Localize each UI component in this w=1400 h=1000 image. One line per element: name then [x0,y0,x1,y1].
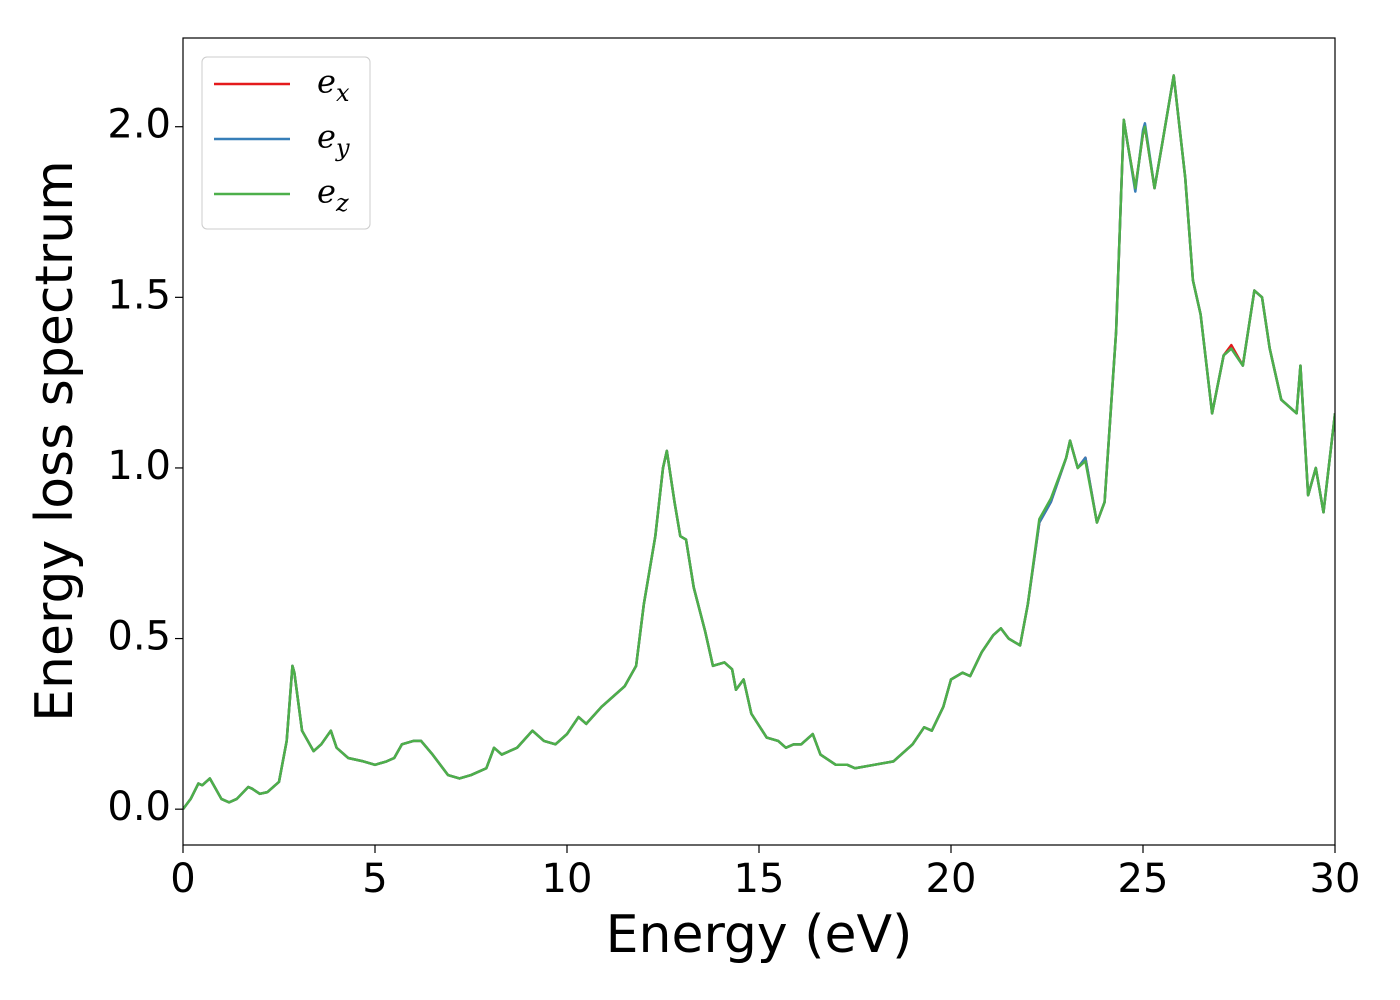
legend-label: ex [317,63,350,107]
line-series [183,74,1335,810]
legend-subscript: y [335,134,350,162]
x-tick-label: 25 [1118,856,1169,902]
x-tick-label: 0 [170,856,195,902]
x-axis-label: Energy (eV) [606,905,913,965]
x-tick-label: 5 [362,856,387,902]
y-axis-label: Energy loss spectrum [25,160,85,722]
x-tick-label: 30 [1310,856,1361,902]
y-tick-label: 0.0 [107,784,171,830]
x-tick-label: 10 [542,856,593,902]
legend-subscript: x [336,79,350,107]
legend-label: ey [317,118,350,162]
y-tick-label: 1.0 [107,443,171,489]
x-tick-label: 20 [926,856,977,902]
y-tick-label: 1.5 [107,272,171,318]
y-tick-label: 2.0 [107,102,171,148]
y-tick-label: 0.5 [107,614,171,660]
legend-subscript: z [335,189,349,217]
plot-frame [182,37,1336,846]
legend-box [201,56,371,230]
x-tick-label: 15 [734,856,785,902]
